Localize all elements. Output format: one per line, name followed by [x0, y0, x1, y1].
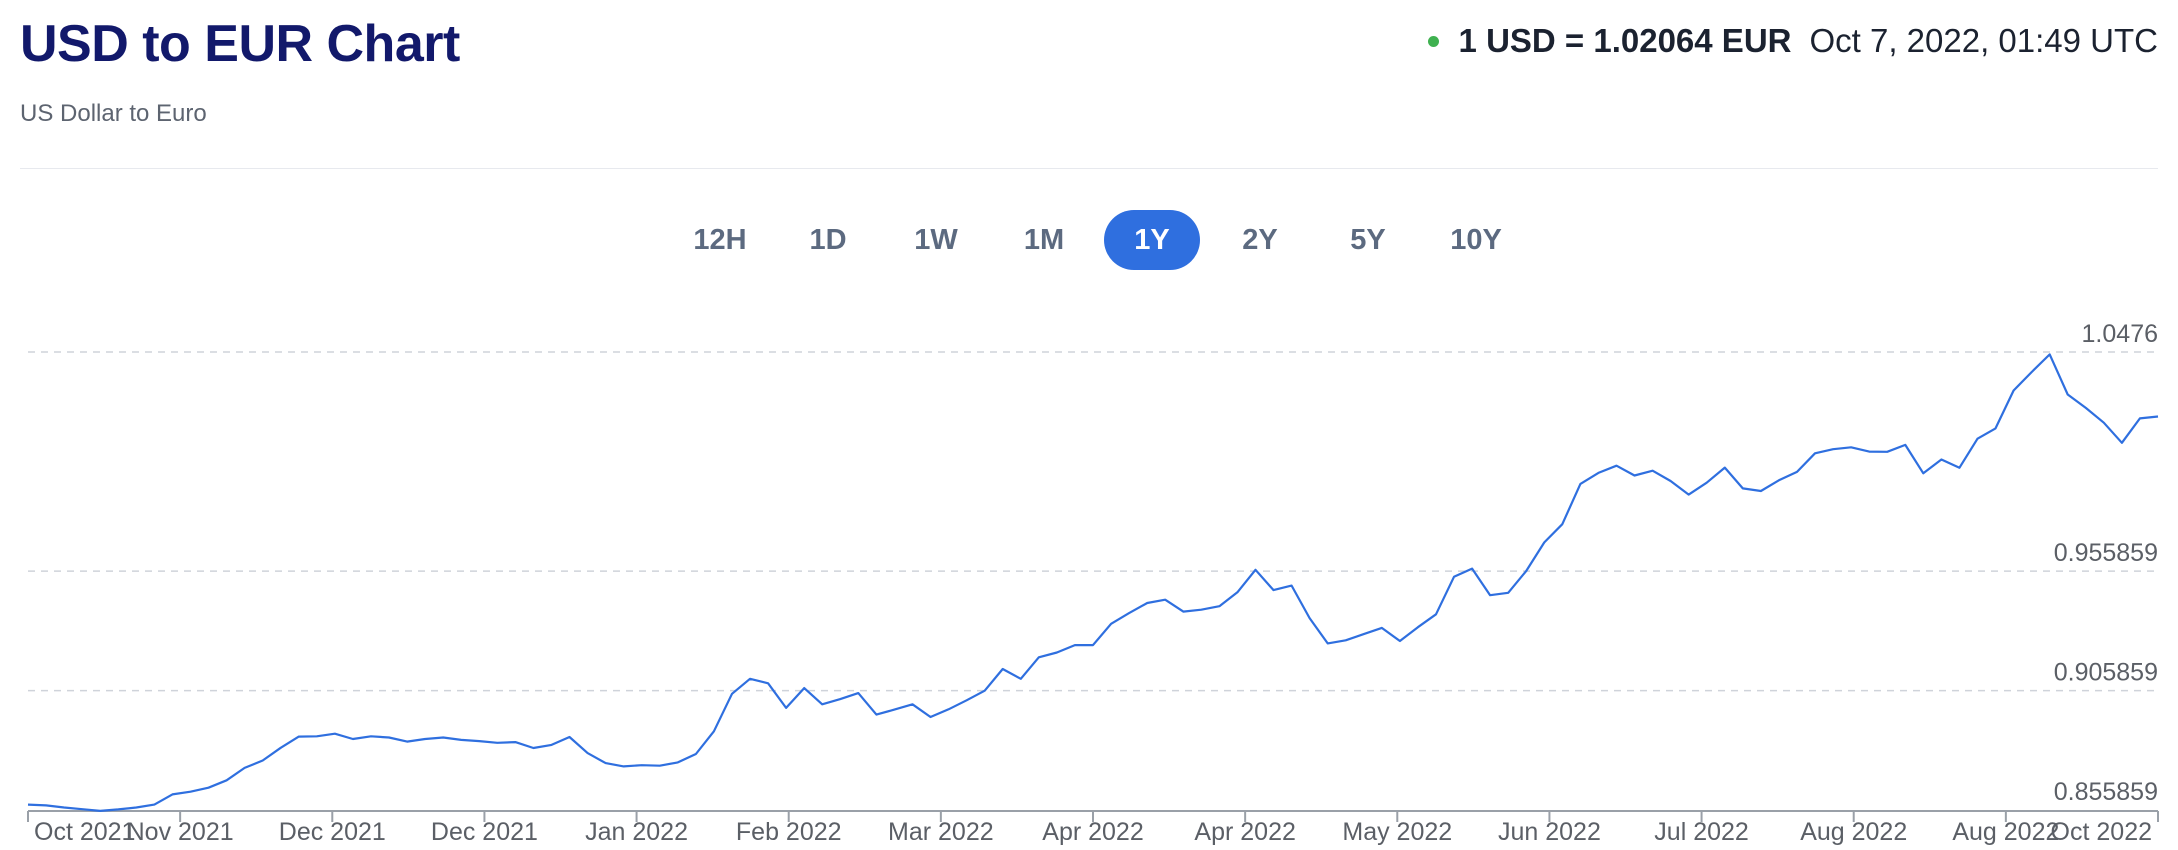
- range-tab-5y[interactable]: 5Y: [1350, 224, 1386, 256]
- range-tab-1y[interactable]: 1Y: [1104, 210, 1200, 270]
- header-divider: [20, 168, 2158, 169]
- page-subtitle: US Dollar to Euro: [20, 100, 207, 127]
- x-tick-label: Jun 2022: [1498, 818, 1601, 846]
- x-tick-label: Dec 2021: [431, 818, 538, 846]
- x-tick-label: Aug 2022: [1800, 818, 1907, 846]
- y-tick-label: 1.0476: [2082, 320, 2158, 348]
- x-tick-label: Mar 2022: [888, 818, 994, 846]
- x-tick-label: Apr 2022: [1042, 818, 1143, 846]
- time-range-selector: 12H 1D 1W 1M 1Y 2Y 5Y 10Y: [666, 210, 1530, 270]
- range-tab-12h[interactable]: 12H: [693, 224, 747, 256]
- y-tick-label: 0.955859: [2054, 539, 2158, 567]
- rate-value: 1 USD = 1.02064 EUR: [1458, 22, 1792, 59]
- series-line: [27, 353, 2159, 813]
- x-tick-label: Nov 2021: [127, 818, 234, 846]
- rate-timestamp: Oct 7, 2022, 01:49 UTC: [1809, 22, 2158, 59]
- range-tab-10y[interactable]: 10Y: [1450, 224, 1502, 256]
- x-tick-label: Oct 2021: [34, 818, 135, 846]
- page-title: USD to EUR Chart: [20, 15, 460, 73]
- x-tick-label: Dec 2021: [279, 818, 386, 846]
- x-tick-label: May 2022: [1342, 818, 1452, 846]
- x-tick-label: Oct 2022: [2051, 818, 2152, 846]
- range-tab-1w[interactable]: 1W: [914, 224, 958, 256]
- y-tick-label: 0.905859: [2054, 659, 2158, 687]
- range-tab-2y[interactable]: 2Y: [1242, 224, 1278, 256]
- x-tick-label: Jan 2022: [585, 818, 688, 846]
- range-tab-1d[interactable]: 1D: [809, 224, 847, 256]
- x-tick-label: Jul 2022: [1654, 818, 1749, 846]
- x-tick-label: Aug 2022: [1952, 818, 2059, 846]
- y-tick-label: 0.855859: [2054, 778, 2158, 806]
- live-status-dot: [1427, 35, 1439, 47]
- x-tick-label: Feb 2022: [736, 818, 842, 846]
- range-tab-1m[interactable]: 1M: [1023, 224, 1065, 256]
- x-tick-label: Apr 2022: [1194, 818, 1295, 846]
- current-rate: 1 USD = 1.02064 EUR Oct 7, 2022, 01:49 U…: [1427, 22, 2158, 60]
